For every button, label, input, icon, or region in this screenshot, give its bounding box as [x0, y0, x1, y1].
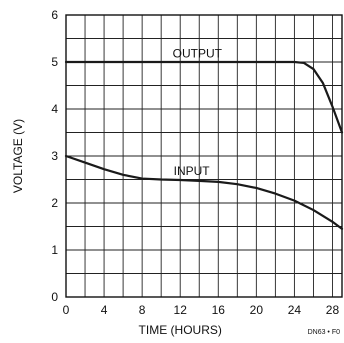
x-tick-label: 12 — [174, 303, 188, 317]
x-tick-label: 0 — [63, 303, 70, 317]
y-tick-label: 0 — [51, 290, 58, 304]
figure-code: DN63 • F0 — [308, 329, 341, 336]
series-line-output — [64, 60, 344, 134]
labels: TIME (HOURS) VOLTAGE (V) OUTPUT INPUT DN63 •… — [11, 46, 340, 337]
y-tick-label: 2 — [51, 196, 58, 210]
y-tick-labels: 0 1 2 3 4 5 6 — [51, 8, 58, 304]
x-tick-label: 16 — [212, 303, 226, 317]
y-tick-label: 3 — [51, 149, 58, 163]
x-tick-label: 20 — [250, 303, 264, 317]
x-tick-label: 24 — [288, 303, 302, 317]
series-line-input — [64, 154, 344, 230]
series-lines — [64, 60, 344, 230]
x-tick-labels: 0 4 8 12 16 20 24 28 — [63, 303, 340, 317]
x-tick-label: 28 — [326, 303, 340, 317]
y-tick-label: 6 — [51, 8, 58, 22]
y-tick-label: 5 — [51, 55, 58, 69]
y-tick-label: 1 — [51, 243, 58, 257]
x-tick-label: 4 — [101, 303, 108, 317]
x-axis-label: TIME (HOURS) — [139, 323, 222, 337]
series-label-output: OUTPUT — [173, 46, 223, 60]
y-axis-label: VOLTAGE (V) — [11, 119, 25, 193]
x-tick-label: 8 — [139, 303, 146, 317]
y-tick-label: 4 — [51, 102, 58, 116]
series-label-input: INPUT — [174, 164, 211, 178]
